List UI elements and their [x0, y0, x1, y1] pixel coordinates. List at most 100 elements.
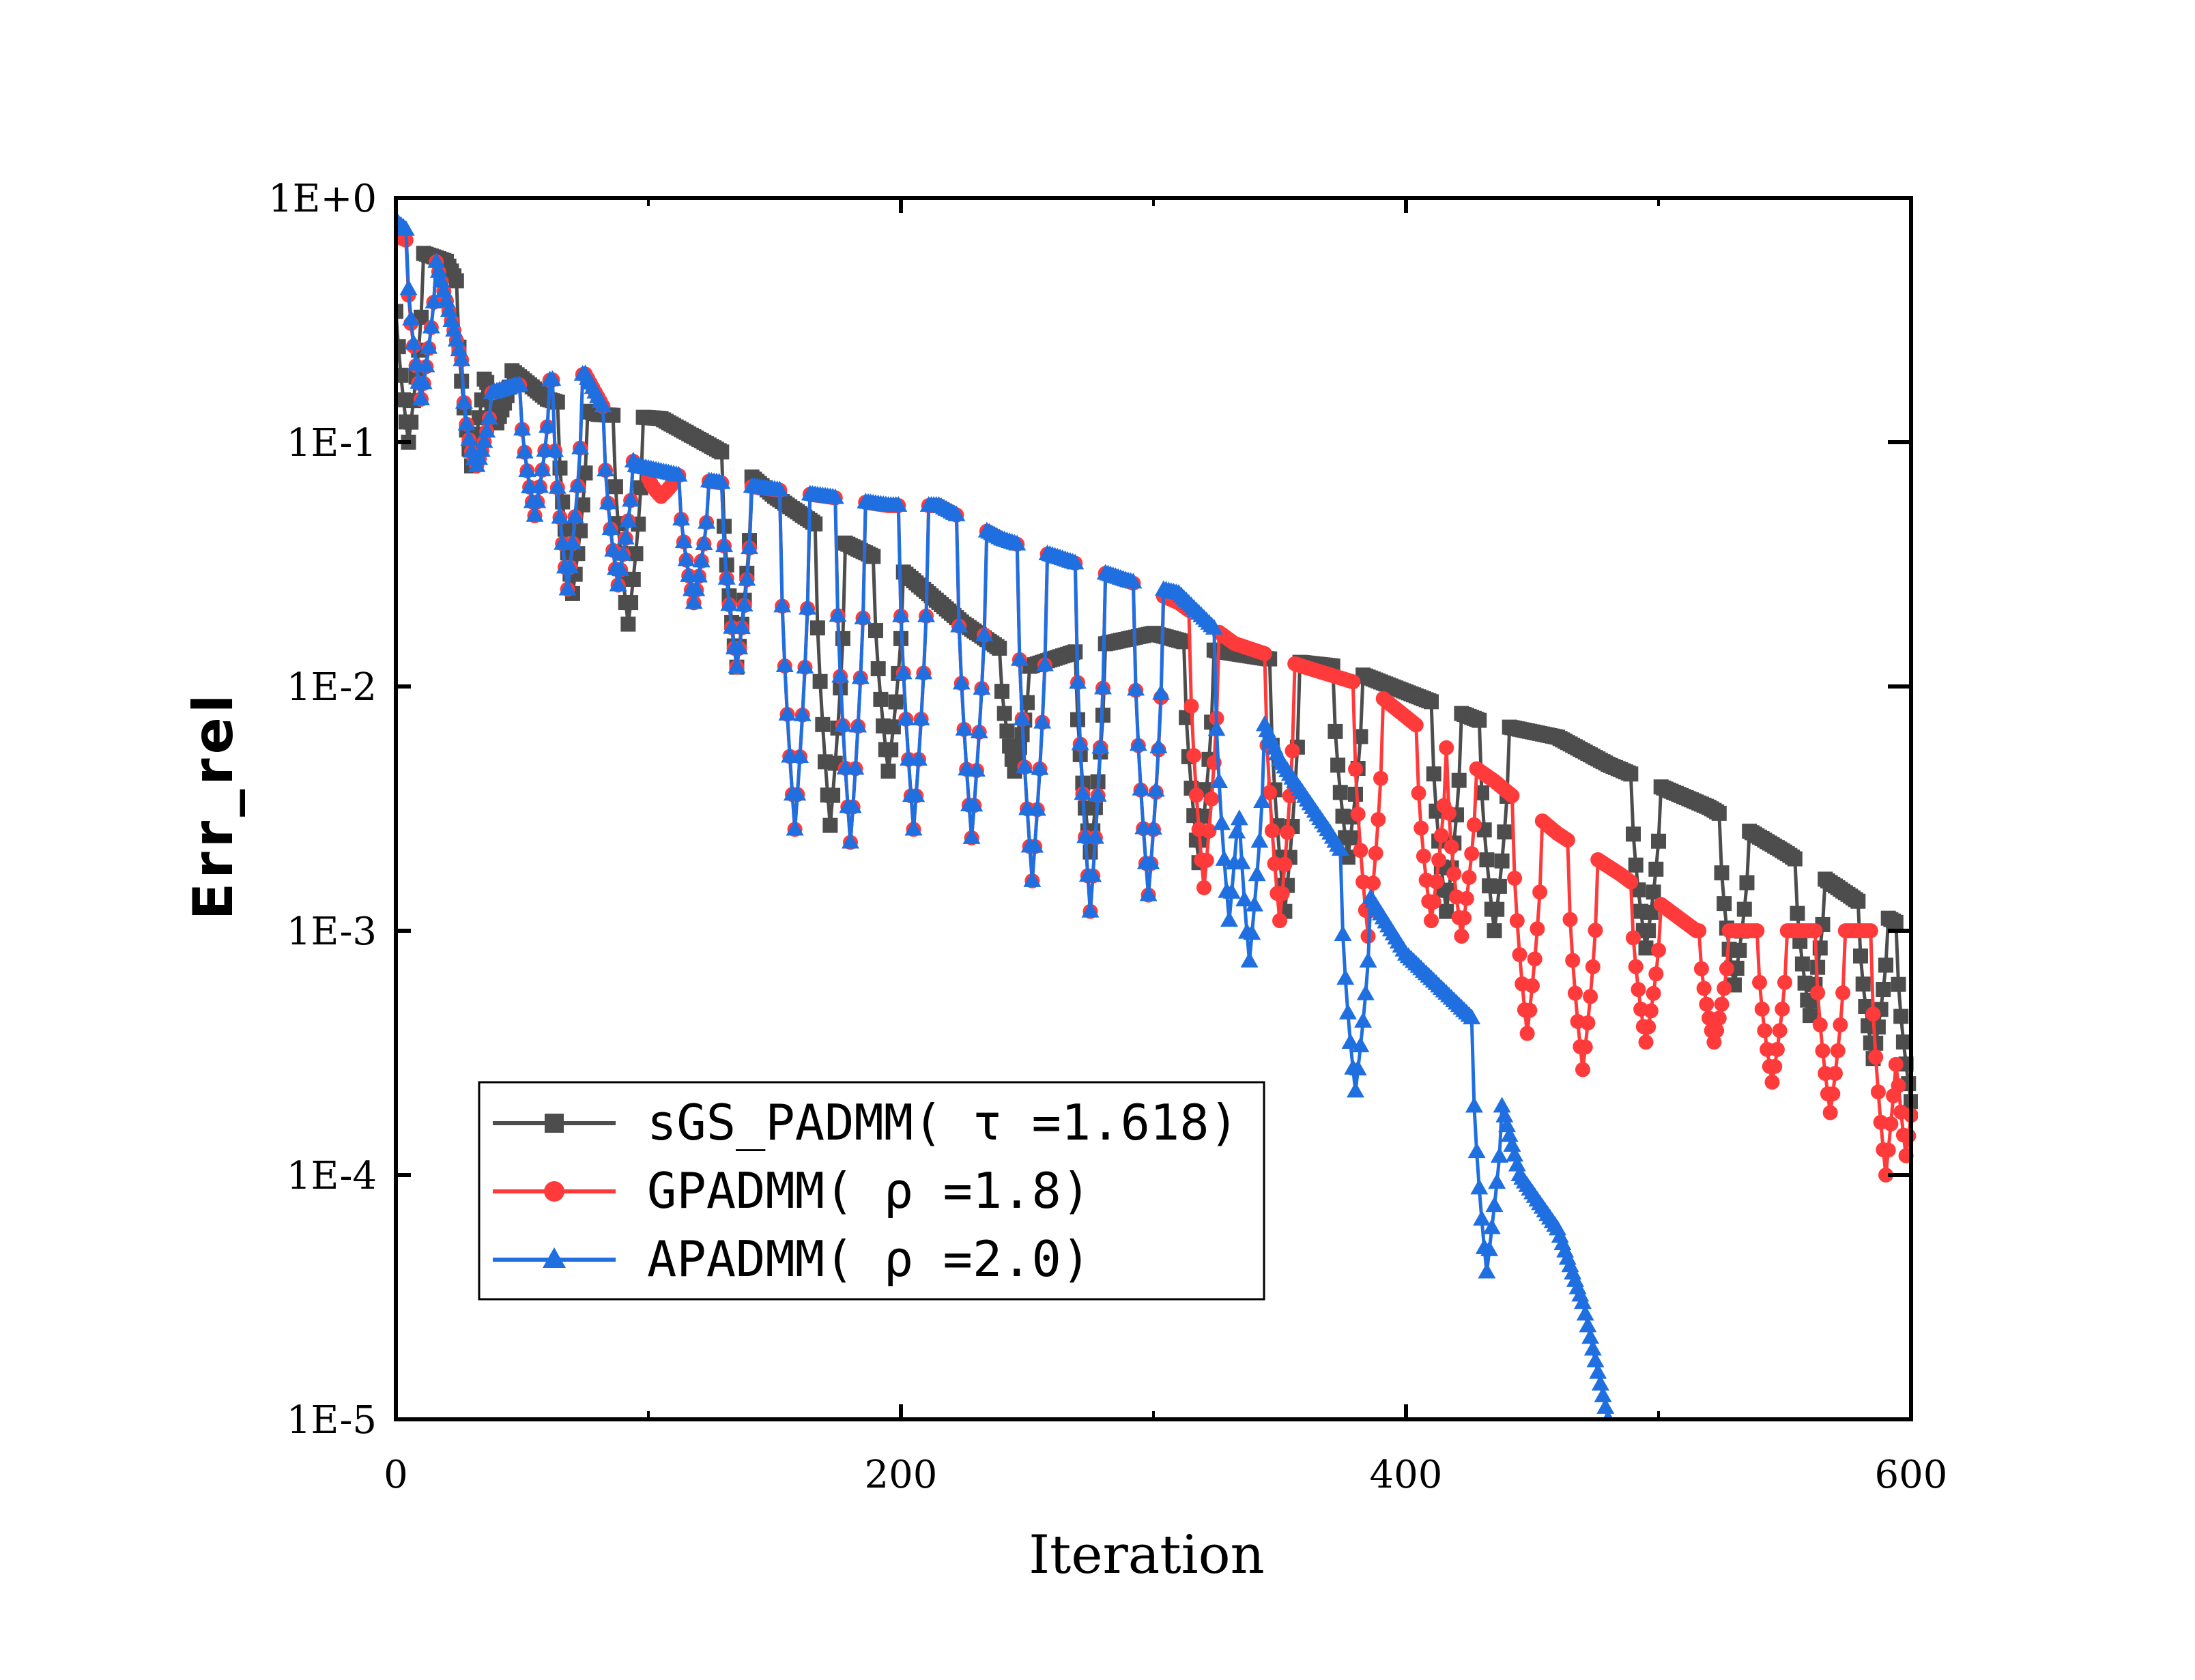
circle-marker [1711, 1010, 1727, 1026]
circle-marker [1416, 848, 1431, 864]
triangle-marker [849, 716, 867, 733]
triangle-marker [1359, 951, 1377, 968]
square-marker [885, 719, 901, 735]
square-marker [620, 616, 636, 632]
y-tick-label: 1E-3 [287, 910, 377, 954]
circle-marker [1830, 1043, 1846, 1058]
square-marker [1790, 906, 1805, 921]
square-marker [1196, 809, 1211, 824]
circle-marker [1446, 866, 1462, 882]
triangle-marker [1016, 757, 1034, 774]
triangle-marker [892, 606, 910, 622]
triangle-marker [844, 797, 862, 813]
triangle-marker [1470, 1178, 1489, 1195]
circle-marker [1754, 1001, 1770, 1017]
triangle-marker [1089, 785, 1107, 802]
circle-marker [1825, 1086, 1841, 1101]
square-marker [1646, 884, 1661, 900]
triangle-marker [1574, 1293, 1592, 1309]
triangle-marker [732, 618, 751, 635]
triangle-marker [612, 560, 630, 577]
triangle-marker [407, 354, 425, 371]
triangle-marker [1591, 1374, 1609, 1391]
square-marker [992, 640, 1007, 656]
triangle-marker [720, 595, 738, 611]
circle-marker [1257, 646, 1272, 661]
triangle-marker [786, 820, 804, 836]
circle-marker [1345, 674, 1361, 690]
triangle-marker [975, 625, 994, 641]
square-marker [1626, 826, 1641, 842]
triangle-marker [558, 579, 577, 596]
triangle-marker [530, 477, 549, 493]
circle-marker [1277, 856, 1293, 872]
triangle-marker [1596, 1397, 1615, 1414]
triangle-marker [1230, 809, 1248, 826]
triangle-marker [432, 272, 450, 288]
triangle-marker [1490, 1146, 1508, 1163]
square-marker [1353, 729, 1368, 744]
triangle-marker [771, 480, 789, 497]
square-marker [1878, 957, 1893, 973]
triangle-marker [513, 420, 531, 436]
triangle-marker [738, 570, 756, 586]
square-marker [1451, 772, 1467, 788]
circle-marker [1441, 805, 1457, 821]
circle-marker [1507, 871, 1523, 886]
square-marker [1717, 896, 1732, 912]
circle-marker [1285, 743, 1300, 759]
circle-marker [1454, 928, 1469, 944]
circle-marker [1815, 1043, 1831, 1058]
square-marker [809, 620, 825, 636]
triangle-marker [1349, 1059, 1367, 1075]
triangle-marker [546, 441, 564, 457]
square-marker [573, 523, 588, 538]
triangle-marker [773, 596, 792, 613]
circle-marker [1812, 1017, 1828, 1032]
legend-entry-apadmm: APADMM( ρ =2.0) [493, 1230, 1091, 1288]
circle-marker [1444, 839, 1459, 855]
triangle-marker [1463, 1009, 1481, 1025]
square-marker [575, 497, 590, 512]
triangle-marker [1091, 738, 1110, 754]
triangle-marker [528, 492, 547, 508]
y-axis-title: Err_rel [182, 691, 245, 921]
x-tick-label: 200 [865, 1453, 938, 1497]
square-marker [396, 339, 406, 355]
triangle-marker [1579, 1316, 1597, 1333]
circle-marker [1807, 923, 1823, 938]
triangle-marker [728, 657, 746, 674]
triangle-marker [417, 356, 435, 373]
triangle-marker [1074, 784, 1092, 800]
triangle-marker [1356, 984, 1375, 1000]
square-marker [883, 742, 899, 757]
triangle-marker [1031, 759, 1049, 775]
circle-marker [1717, 981, 1732, 996]
triangle-marker [1228, 822, 1246, 839]
circle-marker [1414, 820, 1429, 836]
triangle-marker [1127, 680, 1145, 696]
series-2 [396, 212, 1615, 1419]
triangle-marker [566, 507, 584, 523]
circle-marker [1588, 923, 1603, 938]
triangle-marker [1480, 1240, 1499, 1256]
triangle-marker [1465, 1097, 1483, 1113]
triangle-marker [1233, 853, 1251, 869]
square-marker [812, 674, 828, 689]
triangle-marker [1581, 1328, 1600, 1344]
square-marker [1487, 923, 1502, 938]
square-marker [1876, 982, 1891, 998]
circle-marker [1411, 785, 1426, 801]
triangle-marker [399, 279, 418, 295]
y-tick-label: 1E-2 [287, 665, 377, 710]
triangle-marker [677, 550, 695, 566]
triangle-marker [775, 656, 794, 673]
triangle-marker [440, 301, 458, 317]
square-marker [628, 546, 644, 562]
square-marker [1732, 942, 1747, 958]
square-marker [1714, 865, 1730, 881]
square-marker [1638, 940, 1654, 956]
circle-marker [1509, 913, 1525, 929]
triangle-marker [907, 786, 926, 802]
triangle-marker [1084, 866, 1102, 882]
